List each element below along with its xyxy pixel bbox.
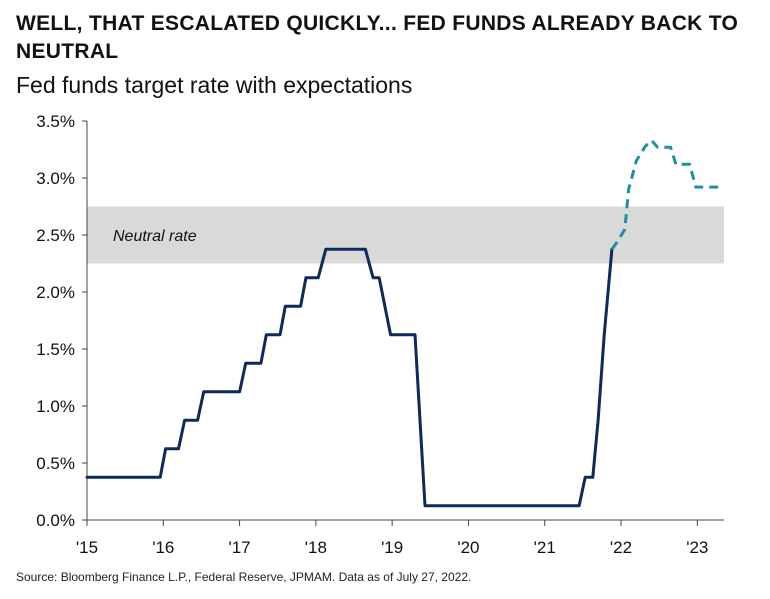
y-tick-label: 2.0% — [36, 283, 75, 302]
y-tick-label: 3.0% — [36, 169, 75, 188]
expectations-series-line — [610, 138, 724, 251]
y-tick-label: 1.5% — [36, 340, 75, 359]
x-tick-label: '16 — [152, 538, 174, 557]
x-tick-label: '19 — [381, 538, 403, 557]
x-tick-label: '21 — [534, 538, 556, 557]
axes-layer: 0.0% 0.5% 1.0% 1.5% 2.0% 2.5% 3.0% 3.5% '15 '16 '1… — [36, 112, 724, 557]
x-tick-label: '17 — [228, 538, 250, 557]
chart-subtitle: Fed funds target rate with expectations — [16, 72, 413, 98]
x-tick-label: '22 — [610, 538, 632, 557]
x-tick-label: '20 — [457, 538, 479, 557]
series-layer — [85, 138, 724, 508]
y-tick-label: 2.5% — [36, 226, 75, 245]
neutral-rate-band-layer: Neutral rate — [87, 206, 724, 264]
x-tick-label: '18 — [305, 538, 327, 557]
neutral-rate-label: Neutral rate — [113, 228, 197, 245]
y-tick-label: 3.5% — [36, 112, 75, 131]
fed-funds-series-line — [85, 247, 614, 508]
y-tick-label: 1.0% — [36, 397, 75, 416]
source-note: Source: Bloomberg Finance L.P., Federal … — [16, 570, 472, 584]
chart-title: WELL, THAT ESCALATED QUICKLY... FED FUND… — [16, 12, 739, 63]
neutral-rate-band — [87, 206, 724, 264]
x-tick-label: '15 — [76, 538, 98, 557]
x-tick-label: '23 — [686, 538, 708, 557]
y-tick-label: 0.5% — [36, 454, 75, 473]
y-tick-label: 0.0% — [36, 511, 75, 530]
